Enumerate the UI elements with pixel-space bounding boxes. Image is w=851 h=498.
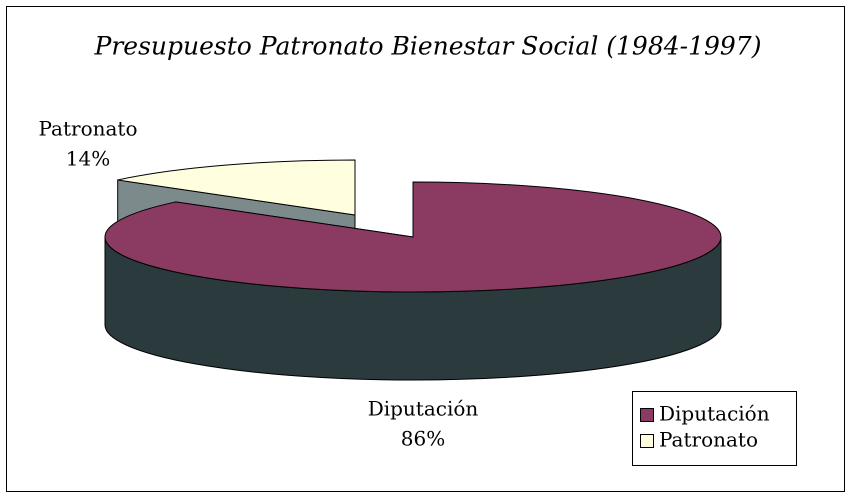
pie (104, 159, 722, 381)
legend-label: Diputación (659, 402, 770, 426)
data-label-name: Patronato (38, 117, 137, 141)
legend-swatch (640, 408, 654, 422)
slice (104, 181, 722, 381)
legend-swatch (640, 434, 654, 448)
data-label-name: Diputación (368, 397, 479, 421)
data-label-value: 14% (66, 147, 110, 171)
chart-title: Presupuesto Patronato Bienestar Social (… (94, 32, 762, 61)
data-label-value: 86% (401, 427, 445, 451)
slice-top (117, 159, 356, 216)
slice-top (104, 181, 722, 293)
legend-label: Patronato (659, 428, 758, 452)
legend (632, 391, 797, 466)
